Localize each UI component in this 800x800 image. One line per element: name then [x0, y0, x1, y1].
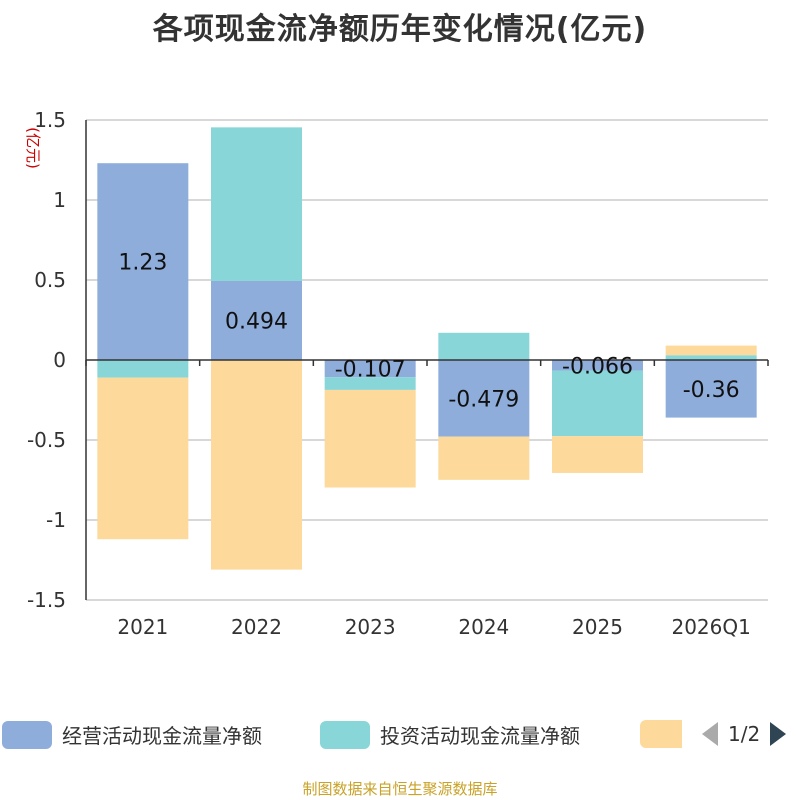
y-tick-label: 1.5	[34, 108, 66, 132]
x-tick-label: 2023	[345, 615, 396, 639]
bar-series0-2021[interactable]	[97, 163, 189, 360]
data-label: 0.494	[225, 309, 288, 334]
legend-pager: 1/2	[700, 720, 788, 748]
y-tick-label: 0	[53, 348, 66, 372]
bar-series0-2026Q1[interactable]	[665, 360, 757, 418]
bar-series0-2025[interactable]	[552, 360, 643, 371]
bar-series1-2022[interactable]	[211, 127, 302, 281]
source-footer: 制图数据来自恒生聚源数据库	[302, 780, 498, 798]
x-tick-label: 2025	[572, 615, 623, 639]
bar-series2-2021[interactable]	[97, 377, 189, 540]
y-tick-label: -1.5	[27, 588, 66, 612]
y-axis-unit-label: (亿元)	[24, 127, 42, 169]
legend-item-investing[interactable]: 投资活动现金流量净额	[320, 720, 580, 749]
y-tick-label: 1	[53, 188, 66, 212]
x-tick-label: 2026Q1	[671, 615, 750, 639]
data-label: -0.479	[448, 387, 519, 412]
bar-series1-2021[interactable]	[97, 360, 189, 378]
x-tick-label: 2021	[117, 615, 168, 639]
legend-item-financing[interactable]	[640, 720, 682, 748]
legend-swatch-financing	[640, 720, 682, 748]
y-tick-label: -1	[46, 508, 66, 532]
bar-series2-2025[interactable]	[552, 436, 643, 473]
legend-swatch-investing	[320, 720, 370, 749]
data-label: -0.107	[335, 358, 406, 383]
chart-title: 各项现金流净额历年变化情况(亿元)	[152, 12, 648, 47]
prev-page-icon[interactable]	[700, 720, 720, 748]
bar-series0-2024[interactable]	[438, 360, 530, 437]
data-label: -0.36	[683, 378, 740, 403]
bar-series1-2025[interactable]	[552, 370, 643, 437]
bar-series2-2022[interactable]	[211, 360, 302, 570]
legend: 经营活动现金流量净额 投资活动现金流量净额 1/2	[0, 714, 800, 754]
bar-series1-2024[interactable]	[438, 332, 530, 360]
y-tick-label: 0.5	[34, 268, 66, 292]
x-tick-label: 2022	[231, 615, 282, 639]
y-tick-label: -0.5	[27, 428, 66, 452]
bar-series1-2026Q1[interactable]	[665, 355, 757, 360]
stacked-bar-chart: 1.5 1 0.5 0 -0.5 -1 -1.5 (亿元) 1.23 0.494 -0.107 -0.…	[24, 108, 769, 639]
next-page-icon[interactable]	[768, 720, 788, 748]
x-tick-label: 2024	[458, 615, 509, 639]
legend-label-operating: 经营活动现金流量净额	[62, 724, 262, 748]
bar-series2-2026Q1[interactable]	[665, 345, 757, 356]
bar-series1-2023[interactable]	[324, 377, 416, 390]
legend-swatch-operating	[2, 720, 52, 749]
legend-label-investing: 投资活动现金流量净额	[380, 724, 580, 748]
data-label: 1.23	[118, 251, 167, 276]
bar-series2-2024[interactable]	[438, 436, 530, 480]
bar-series2-2023[interactable]	[324, 389, 416, 488]
bar-series0-2022[interactable]	[211, 280, 302, 360]
legend-item-operating[interactable]: 经营活动现金流量净额	[2, 720, 262, 749]
data-label: -0.066	[562, 354, 633, 379]
bar-series0-2023[interactable]	[324, 360, 416, 378]
pager-text: 1/2	[728, 722, 761, 746]
